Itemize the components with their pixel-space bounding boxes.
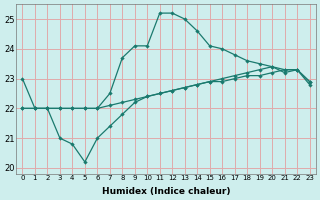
X-axis label: Humidex (Indice chaleur): Humidex (Indice chaleur) <box>102 187 230 196</box>
